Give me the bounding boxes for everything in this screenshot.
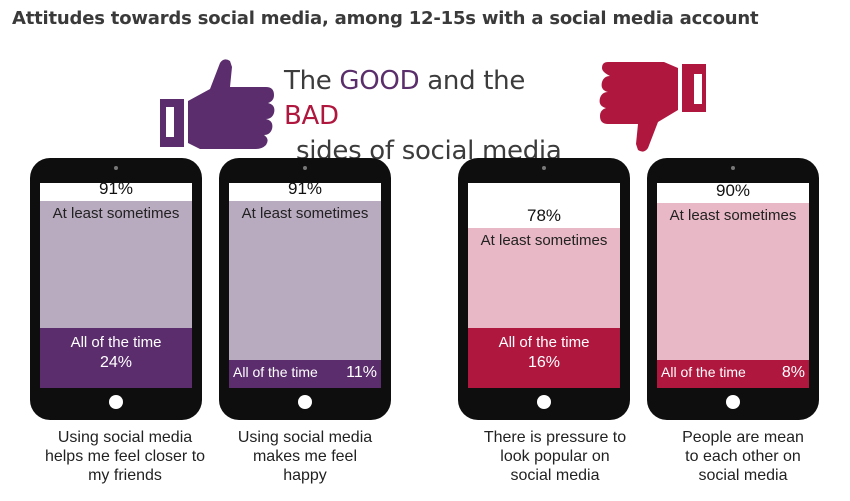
- caption-line: look popular on: [500, 448, 610, 465]
- tablet-screen: 91% At least sometimes All of the time 11%: [229, 183, 381, 388]
- label-at-least-sometimes: At least sometimes: [669, 207, 797, 224]
- caption-line: social media: [698, 467, 788, 484]
- caption-line: happy: [283, 467, 327, 484]
- hero-mid: and the: [419, 66, 526, 96]
- all-of-the-time-row: All of the time 8%: [661, 364, 805, 382]
- tablet-caption: There is pressure to look popular on socia…: [460, 428, 650, 485]
- label-at-least-sometimes: At least sometimes: [52, 205, 180, 222]
- home-button: [109, 395, 123, 409]
- home-button: [537, 395, 551, 409]
- home-button: [298, 395, 312, 409]
- hero-good-word: GOOD: [339, 66, 420, 96]
- caption-line: social media: [510, 467, 600, 484]
- caption-line: helps me feel closer to: [44, 448, 206, 465]
- all-of-the-time-row: All of the time 11%: [233, 364, 377, 382]
- value-at-least-sometimes: 91%: [287, 183, 323, 198]
- camera-dot: [542, 166, 546, 170]
- label-all-of-the-time: All of the time: [498, 334, 590, 351]
- caption-line: Using social media: [57, 429, 193, 446]
- label-at-least-sometimes: At least sometimes: [241, 205, 369, 222]
- value-at-least-sometimes: 91%: [98, 183, 134, 198]
- bar-at-least-sometimes: [229, 201, 381, 388]
- value-all-of-the-time: 11%: [346, 364, 377, 381]
- value-all-of-the-time: 8%: [781, 364, 805, 381]
- value-all-of-the-time: 16%: [527, 354, 561, 371]
- value-at-least-sometimes: 90%: [715, 183, 751, 200]
- tablet-screen: 90% At least sometimes All of the time 8%: [657, 183, 809, 388]
- camera-dot: [114, 166, 118, 170]
- hero-pre: The: [284, 66, 340, 96]
- page-title: Attitudes towards social media, among 12…: [12, 8, 759, 29]
- hero-heading: The GOOD and the BAD sides of social med…: [284, 64, 584, 169]
- tablet-caption: Using social media makes me feel happy: [210, 428, 400, 485]
- tablet-4: 90% At least sometimes All of the time 8%: [647, 158, 819, 420]
- home-button: [726, 395, 740, 409]
- caption-line: Using social media: [237, 429, 373, 446]
- tablet-caption: People are mean to each other on social me…: [648, 428, 838, 485]
- caption-line: to each other on: [685, 448, 801, 465]
- label-all-of-the-time: All of the time: [661, 364, 746, 380]
- value-all-of-the-time: 24%: [99, 354, 133, 371]
- tablet-2: 91% At least sometimes All of the time 11%: [219, 158, 391, 420]
- bar-at-least-sometimes: [657, 203, 809, 388]
- tablet-screen: 91% At least sometimes All of the time 24%: [40, 183, 192, 388]
- label-all-of-the-time: All of the time: [70, 334, 162, 351]
- bar-all-of-the-time: [468, 328, 620, 388]
- tablet-caption: Using social media helps me feel closer t…: [30, 428, 220, 485]
- camera-dot: [303, 166, 307, 170]
- thumbs-up-icon: [160, 59, 275, 149]
- caption-line: There is pressure to: [483, 429, 627, 446]
- bar-all-of-the-time: [229, 360, 381, 388]
- hero-bad-word: BAD: [284, 101, 339, 131]
- label-all-of-the-time: All of the time: [233, 364, 318, 380]
- caption-line: my friends: [88, 467, 162, 484]
- hero-line-1: The GOOD and the BAD: [284, 64, 584, 134]
- label-at-least-sometimes: At least sometimes: [480, 232, 608, 249]
- tablet-screen: 78% At least sometimes All of the time 16%: [468, 183, 620, 388]
- camera-dot: [731, 166, 735, 170]
- bar-all-of-the-time: [40, 328, 192, 388]
- caption-line: People are mean: [682, 429, 804, 446]
- value-at-least-sometimes: 78%: [526, 206, 562, 225]
- caption-line: makes me feel: [252, 448, 358, 465]
- tablet-3: 78% At least sometimes All of the time 16%: [458, 158, 630, 420]
- bar-all-of-the-time: [657, 360, 809, 388]
- thumbs-down-icon: [599, 62, 706, 152]
- tablet-1: 91% At least sometimes All of the time 24%: [30, 158, 202, 420]
